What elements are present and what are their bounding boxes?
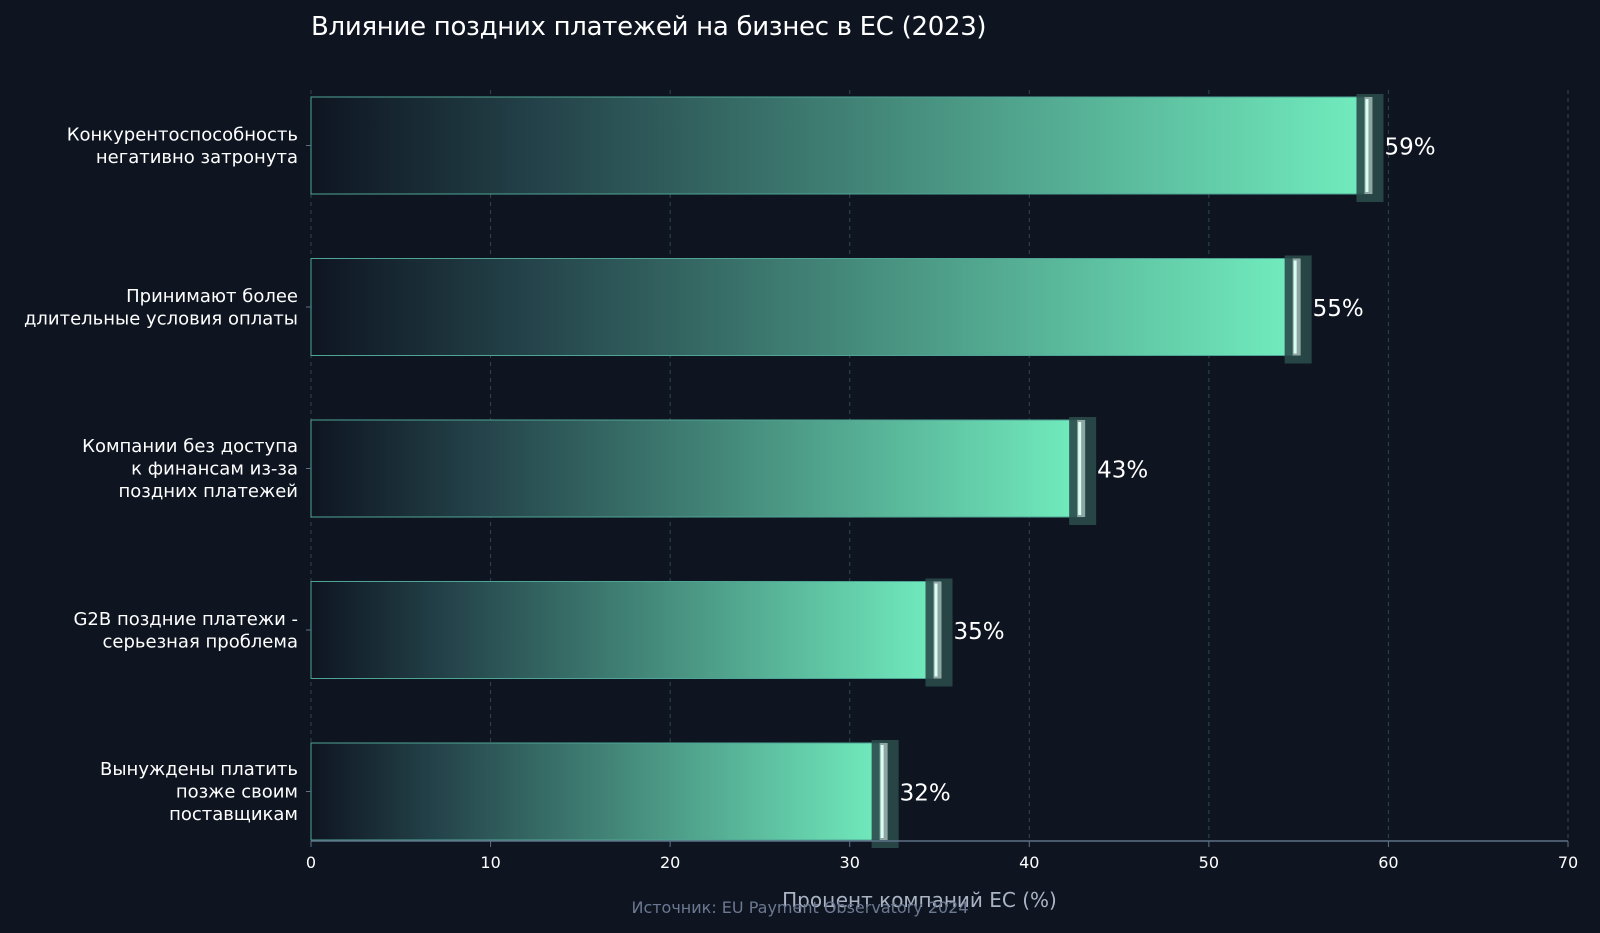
bar-group-2: 43% <box>306 417 1148 525</box>
x-tick-label-20: 20 <box>660 853 680 872</box>
bar-end-highlight-4 <box>880 745 884 838</box>
x-tick-label-0: 0 <box>306 853 316 872</box>
category-label-line: позже своим <box>176 782 298 803</box>
category-label-3: G2B поздние платежи -серьезная проблема <box>73 609 298 653</box>
category-label-line: Компании без доступа <box>82 436 298 457</box>
bar-group-1: 55% <box>306 255 1364 364</box>
category-label-0: Конкурентоспособность негативно затронута <box>67 124 298 168</box>
bar-group-0: 59% <box>306 94 1436 202</box>
bar-1 <box>310 258 1300 356</box>
bar-group-3: 35% <box>306 578 1005 687</box>
category-label-2: Компании без доступа к финансам из-за позд… <box>82 436 298 502</box>
bar-4 <box>310 742 887 841</box>
bar-end-highlight-0 <box>1365 99 1369 192</box>
category-label-line: негативно затронута <box>96 147 298 168</box>
bar-end-highlight-1 <box>1293 260 1297 354</box>
chart-title: Влияние поздних платежей на бизнес в ЕС … <box>311 12 987 42</box>
category-label-line: G2B поздние платежи - <box>73 609 298 630</box>
bar-0 <box>310 96 1371 195</box>
category-label-line: поставщикам <box>169 804 298 825</box>
bar-end-highlight-3 <box>934 583 938 677</box>
bar-3 <box>310 581 940 679</box>
category-label-line: Конкурентоспособность <box>67 124 298 145</box>
bar-2 <box>310 419 1084 518</box>
x-tick-label-70: 70 <box>1558 853 1578 872</box>
category-label-1: Принимают более длительные условия оплаты <box>24 286 298 330</box>
value-label-0: 59% <box>1384 135 1435 161</box>
x-tick-label-40: 40 <box>1019 853 1039 872</box>
category-label-line: длительные условия оплаты <box>24 308 298 329</box>
bar-group-4: 32% <box>306 740 951 848</box>
category-label-line: Вынуждены платить <box>100 759 298 780</box>
value-label-2: 43% <box>1097 458 1148 484</box>
category-label-line: к финансам из-за <box>131 459 298 480</box>
category-label-line: поздних платежей <box>119 481 299 502</box>
source-note: Источник: EU Payment Observatory 2024 <box>631 898 969 917</box>
value-label-4: 32% <box>900 781 951 807</box>
category-label-line: серьезная проблема <box>103 631 299 652</box>
x-tick-label-30: 30 <box>840 853 860 872</box>
category-label-line: Принимают более <box>126 286 298 307</box>
bar-end-highlight-2 <box>1078 422 1082 515</box>
x-tick-label-60: 60 <box>1378 853 1398 872</box>
value-label-3: 35% <box>954 619 1005 645</box>
x-tick-label-50: 50 <box>1199 853 1219 872</box>
x-tick-label-10: 10 <box>480 853 500 872</box>
category-label-4: Вынуждены платить позже своим поставщикам <box>100 759 298 825</box>
value-label-1: 55% <box>1313 296 1364 322</box>
x-axis-label: Процент компаний ЕС (%) <box>782 888 1057 912</box>
